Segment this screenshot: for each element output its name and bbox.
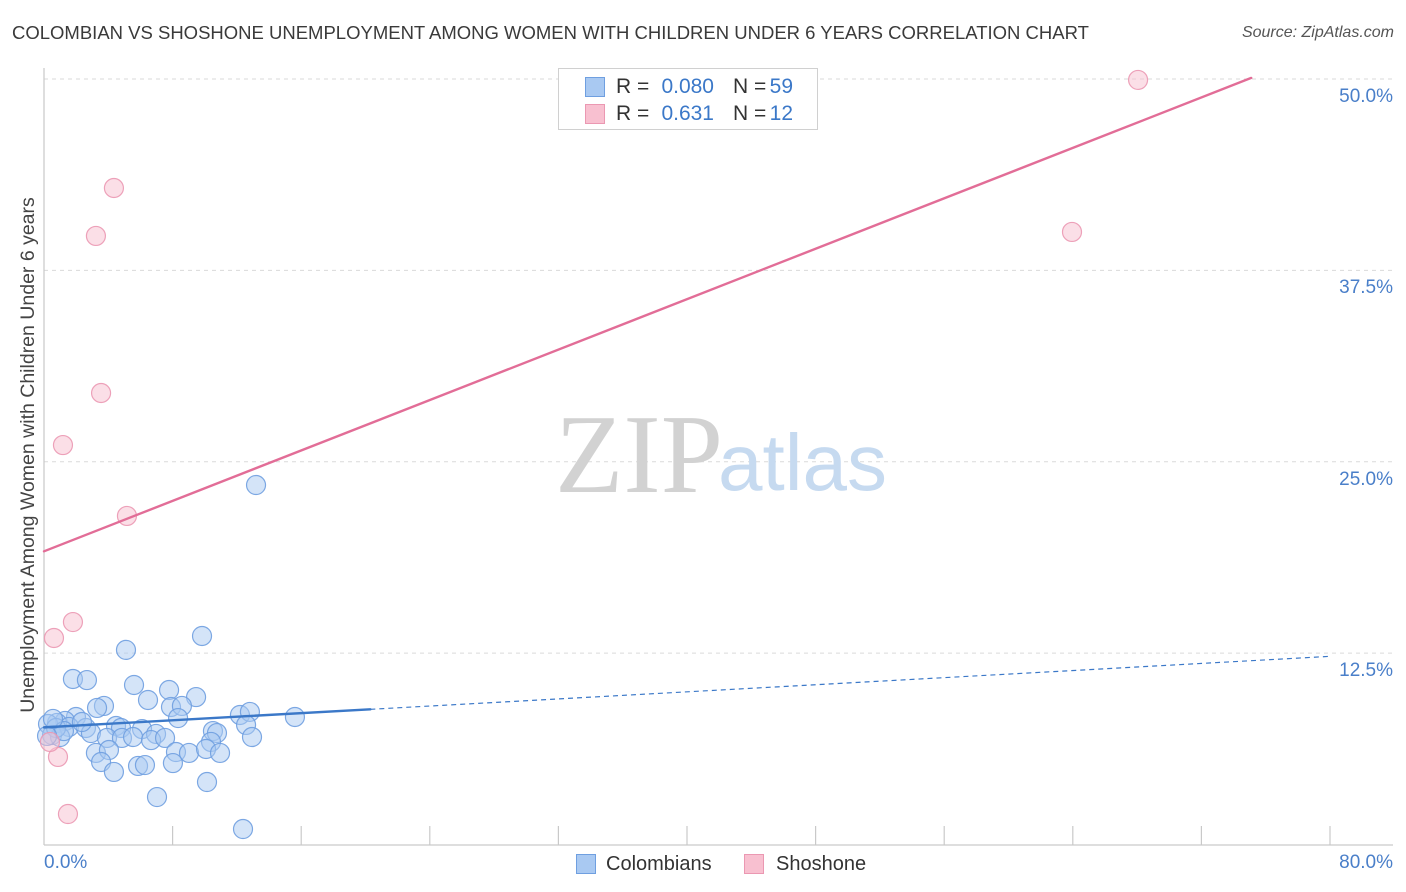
series-legend-swatch-colombians: [576, 854, 596, 874]
x-tick-marks: [172, 826, 1331, 845]
n-label: N =: [733, 102, 767, 125]
y-tick-label: 37.5%: [1339, 277, 1393, 299]
shoshone-point: [1127, 69, 1149, 91]
x-tick-label-min: 0.0%: [44, 852, 88, 873]
watermark-zip: ZIP: [555, 393, 723, 517]
series-legend-label-colombians: Colombians: [606, 853, 712, 875]
y-tick-label: 50.0%: [1339, 86, 1393, 107]
legend-row-colombians: R = 0.080 N = 59: [559, 75, 817, 99]
r-value-shoshone: 0.631: [661, 102, 714, 125]
watermark-atlas: atlas: [718, 418, 887, 507]
colombians-point: [162, 752, 184, 774]
x-tick-label-max: 80.0%: [1339, 852, 1393, 873]
shoshone-point: [43, 627, 65, 649]
shoshone-point: [39, 731, 61, 753]
shoshone-point: [85, 225, 107, 247]
shoshone-point: [57, 803, 79, 825]
colombians-point: [154, 727, 176, 749]
colombians-point: [137, 689, 159, 711]
shoshone-point: [103, 177, 125, 199]
watermark: ZIP atlas: [555, 393, 887, 517]
legend-row-shoshone: R = 0.631 N = 12: [559, 102, 817, 126]
colombians-point: [76, 669, 98, 691]
colombians-point: [115, 639, 137, 661]
colombians-point: [123, 674, 145, 696]
colombians-point: [158, 679, 180, 701]
colombians-point: [209, 742, 231, 764]
chart-title: COLOMBIAN VS SHOSHONE UNEMPLOYMENT AMONG…: [12, 22, 1089, 43]
correlation-legend: R = 0.080 N = 59 R = 0.631 N = 12: [558, 68, 818, 130]
n-value-colombians: 59: [769, 75, 793, 98]
series-legend-swatch-shoshone: [744, 854, 764, 874]
colombians-point: [122, 726, 144, 748]
colombians-point: [86, 697, 108, 719]
colombians-trend-line-extension: [370, 655, 1331, 710]
colombians-point: [284, 706, 306, 728]
colombians-point: [103, 761, 125, 783]
colombians-point: [42, 708, 64, 730]
trend-lines: [42, 76, 1331, 729]
r-label: R =: [616, 75, 650, 98]
shoshone-point: [52, 434, 74, 456]
colombians-point: [167, 707, 189, 729]
y-tick-label: 12.5%: [1339, 660, 1393, 682]
colombians-trend-line: [42, 708, 372, 729]
source-label: Source: ZipAtlas.com: [1241, 24, 1394, 41]
shoshone-trend-line: [42, 76, 1253, 553]
legend-swatch-colombians: [585, 77, 605, 97]
colombians-point: [245, 474, 267, 496]
colombians-point: [71, 711, 93, 733]
shoshone-point: [62, 611, 84, 633]
colombians-point: [191, 625, 213, 647]
data-points: [36, 69, 1149, 840]
colombians-point: [241, 726, 263, 748]
colombians-point: [146, 786, 168, 808]
grid-layer: [44, 78, 1393, 654]
colombians-point: [134, 754, 156, 776]
r-label: R =: [616, 102, 650, 125]
n-value-shoshone: 12: [769, 102, 793, 125]
y-axis-label: Unemployment Among Women with Children U…: [17, 197, 39, 713]
y-tick-label: 25.0%: [1339, 468, 1393, 490]
series-legend-label-shoshone: Shoshone: [776, 853, 867, 875]
colombians-point: [232, 818, 254, 840]
n-label: N =: [733, 75, 767, 98]
shoshone-point: [90, 382, 112, 404]
colombians-point: [196, 771, 218, 793]
shoshone-point: [1061, 221, 1083, 243]
r-value-colombians: 0.080: [661, 75, 714, 98]
legend-swatch-shoshone: [585, 104, 605, 124]
